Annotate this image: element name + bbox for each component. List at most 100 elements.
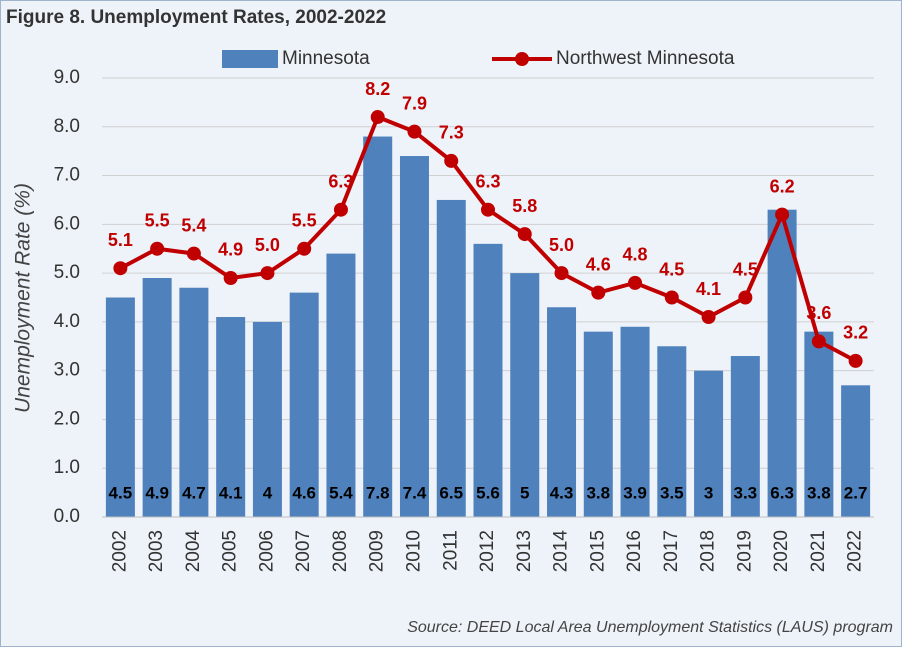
line-marker: [664, 290, 679, 305]
bar: [767, 209, 797, 517]
line-marker: [150, 241, 165, 256]
x-tick-label: 2002: [109, 530, 130, 572]
x-tick-label: 2005: [220, 530, 241, 572]
y-tick-label: 4.0: [54, 311, 80, 332]
bar-value-label: 4.9: [145, 483, 169, 502]
x-tick-label: 2020: [771, 530, 792, 572]
x-tick-label: 2019: [734, 530, 755, 572]
line-marker: [701, 310, 716, 325]
bar: [179, 287, 209, 517]
bar-value-label: 2.7: [844, 483, 868, 502]
bar-value-label: 7.4: [403, 483, 427, 502]
line-marker: [333, 202, 348, 217]
line-value-label: 3.6: [806, 303, 831, 323]
x-tick-label: 2009: [367, 530, 388, 572]
y-tick-label: 9.0: [54, 67, 80, 88]
x-tick-label: 2015: [587, 530, 608, 572]
y-tick-label: 1.0: [54, 457, 80, 478]
bar: [473, 243, 503, 517]
bar: [620, 326, 650, 517]
y-axis-title: Unemployment Rate (%): [12, 183, 35, 413]
line-value-label: 5.5: [292, 210, 317, 230]
line-value-label: 6.3: [475, 171, 500, 191]
bar: [657, 346, 687, 517]
bar-value-label: 7.8: [366, 483, 390, 502]
x-tick-label: 2013: [514, 530, 535, 572]
legend-label: Minnesota: [282, 48, 370, 69]
x-tick-label: 2017: [661, 530, 682, 572]
line-value-label: 4.9: [218, 240, 243, 260]
line-value-label: 5.5: [145, 210, 170, 230]
line-marker: [738, 290, 753, 305]
x-tick-label: 2016: [624, 530, 645, 572]
bar: [399, 156, 429, 518]
line-value-label: 4.1: [696, 279, 721, 299]
bar-value-label: 6.3: [770, 483, 794, 502]
bar: [547, 307, 577, 517]
bar: [841, 385, 871, 517]
bar: [510, 273, 540, 517]
line-marker: [113, 261, 128, 276]
line-value-label: 5.8: [512, 196, 537, 216]
line-value-label: 4.5: [659, 259, 684, 279]
bar: [216, 317, 246, 517]
bar-value-label: 5: [520, 483, 529, 502]
bar-value-label: 5.6: [476, 483, 500, 502]
line-marker: [628, 275, 643, 290]
legend-marker: [515, 52, 529, 66]
line-value-label: 7.3: [439, 123, 464, 143]
source: Source: DEED Local Area Unemployment Sta…: [407, 619, 893, 636]
x-tick-label: 2014: [551, 530, 572, 573]
line-value-label: 5.0: [255, 235, 280, 255]
y-tick-label: 3.0: [54, 360, 80, 381]
line-marker: [775, 207, 790, 222]
bar-value-label: 4.5: [109, 483, 133, 502]
x-tick-label: 2012: [477, 530, 498, 572]
legend-swatch: [222, 50, 278, 68]
line-value-label: 6.2: [770, 176, 795, 196]
bar-value-label: 4: [263, 483, 273, 502]
bar: [694, 370, 724, 517]
bar-value-label: 3.3: [734, 483, 758, 502]
line-marker: [370, 110, 385, 125]
y-tick-label: 6.0: [54, 213, 80, 234]
x-tick-label: 2004: [183, 530, 204, 573]
bar-value-label: 3.5: [660, 483, 684, 502]
x-tick-label: 2011: [440, 530, 461, 571]
line-marker: [517, 227, 532, 242]
x-tick-label: 2007: [293, 530, 314, 572]
line-value-label: 4.8: [623, 245, 648, 265]
line-value-label: 5.1: [108, 230, 133, 250]
line-marker: [297, 241, 312, 256]
x-tick-label: 2021: [808, 530, 829, 572]
bar-value-label: 4.3: [550, 483, 574, 502]
line-value-label: 6.3: [328, 171, 353, 191]
line-value-label: 3.2: [843, 323, 868, 343]
bar-value-label: 3.8: [586, 483, 610, 502]
bar-value-label: 6.5: [439, 483, 463, 502]
x-tick-label: 2018: [698, 530, 719, 572]
y-tick-label: 0.0: [54, 506, 80, 527]
line-marker: [848, 353, 863, 368]
y-tick-label: 5.0: [54, 262, 80, 283]
x-tick-label: 2003: [146, 530, 167, 572]
legend-label: Northwest Minnesota: [556, 48, 735, 69]
y-tick-label: 8.0: [54, 116, 80, 137]
bar: [142, 277, 172, 517]
bar-value-label: 5.4: [329, 483, 353, 502]
bar-value-label: 4.7: [182, 483, 206, 502]
x-tick-label: 2010: [403, 530, 424, 572]
bar-value-label: 3: [704, 483, 713, 502]
line-marker: [481, 202, 495, 217]
line-marker: [811, 334, 826, 349]
line-marker: [223, 270, 238, 285]
line-value-label: 4.6: [586, 254, 611, 274]
bar: [583, 331, 613, 517]
bar-value-label: 4.6: [292, 483, 316, 502]
bar: [804, 331, 834, 517]
bar: [730, 356, 760, 517]
line-marker: [554, 266, 569, 281]
line-marker: [591, 285, 606, 300]
bar: [105, 297, 135, 517]
